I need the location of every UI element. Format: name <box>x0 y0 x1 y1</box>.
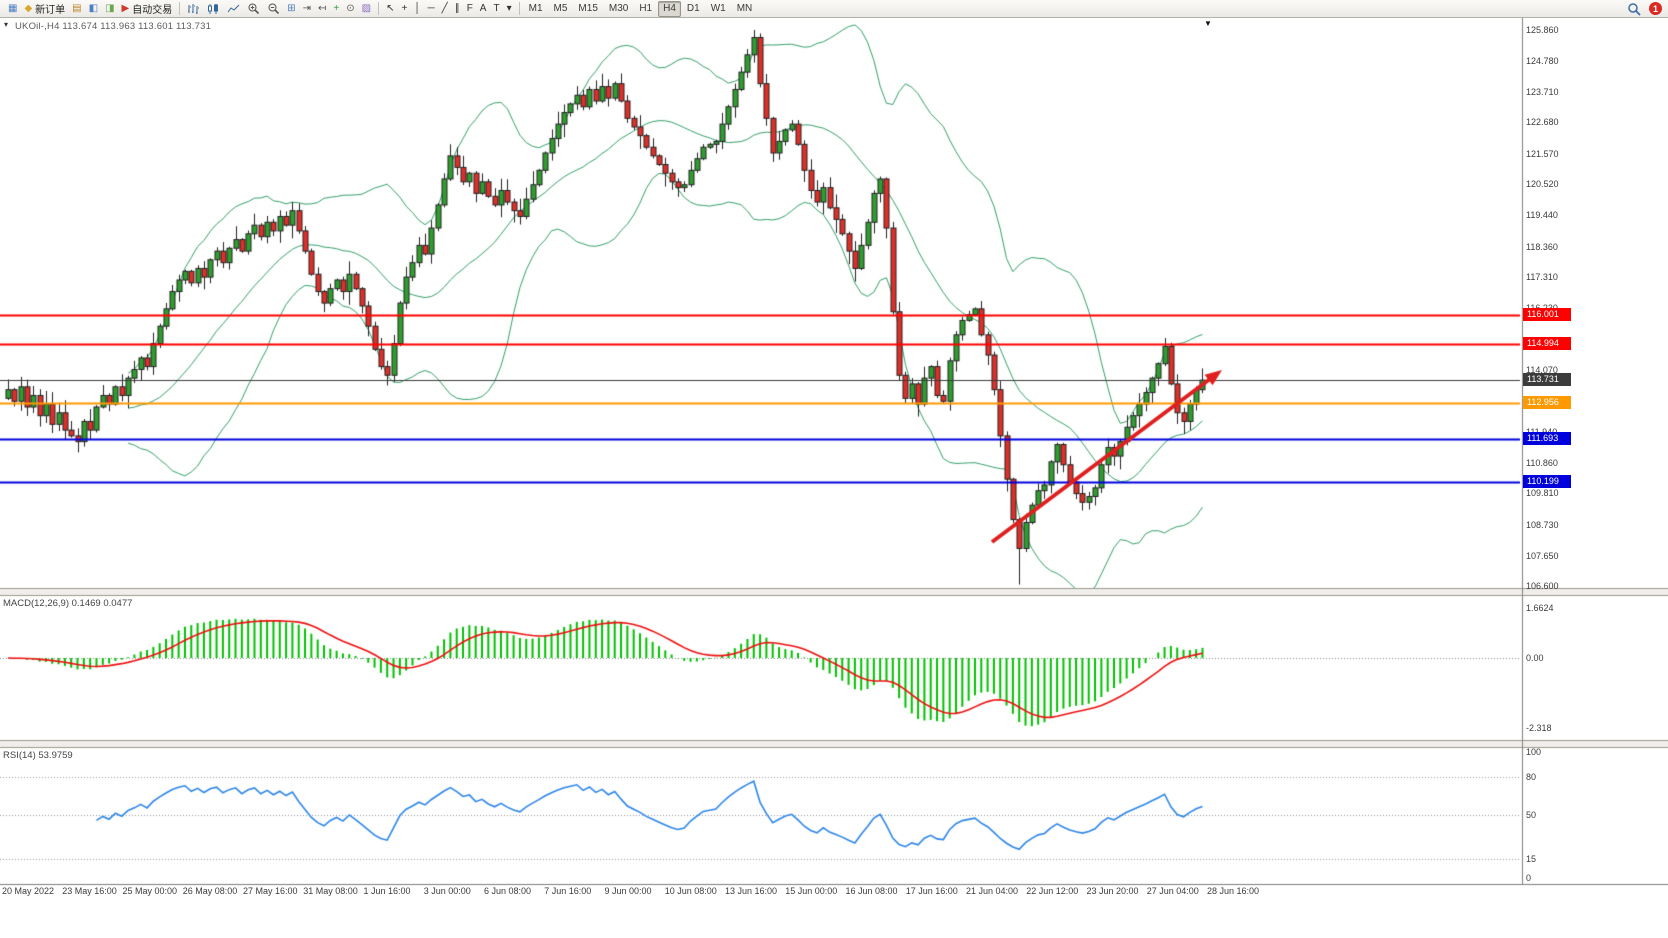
toolbar-group: ⊞ ⇥ ↤ + ⊙ ▨ <box>181 0 377 17</box>
zoom-in-button[interactable] <box>244 1 263 16</box>
line-chart-icon <box>227 3 240 15</box>
zoom-out-button[interactable] <box>264 1 283 16</box>
data-window-icon: ◧ <box>88 3 99 14</box>
tile-windows-button[interactable]: ⊞ <box>284 1 298 16</box>
autotrading-button[interactable]: ▶ 自动交易 <box>119 1 176 16</box>
toolbar-right: 1 <box>1624 1 1666 16</box>
chart-shift-icon: ↤ <box>318 3 327 14</box>
search-icon <box>1627 2 1641 16</box>
candlestick-chart-icon <box>207 3 220 15</box>
equidistant-channel-button[interactable]: ∥ <box>452 1 463 16</box>
notification-badge[interactable]: 1 <box>1649 2 1662 15</box>
crosshair-icon: + <box>401 3 408 14</box>
toolbar-separator <box>378 2 380 15</box>
new-order-label: 新订单 <box>35 5 66 16</box>
zoom-in-icon <box>247 2 260 15</box>
toolbar-separator <box>179 2 181 15</box>
timeframe-m15-button[interactable]: M15 <box>578 2 598 14</box>
indicators-list-icon: + <box>333 3 340 14</box>
timeframe-d1-button[interactable]: D1 <box>686 2 700 14</box>
periods-button[interactable]: ⊙ <box>343 1 357 16</box>
text-icon: A <box>479 3 487 14</box>
new-order-icon: ◆ <box>24 3 33 14</box>
autotrading-icon: ▶ <box>121 3 130 14</box>
auto-scroll-button[interactable]: ⇥ <box>300 1 314 16</box>
arrows-dropdown-icon: ▾ <box>506 3 512 14</box>
cursor-icon: ↖ <box>386 3 395 14</box>
timeframe-m30-button[interactable]: M30 <box>608 2 629 14</box>
market-watch-button[interactable]: ▤ <box>69 1 84 16</box>
arrows-dropdown-button[interactable]: ▾ <box>504 1 515 16</box>
main-toolbar: ▦ ◆ 新订单 ▤ ◧ ◨ ▶ 自动交易 ⊞ ⇥ ↤ + ⊙ ▨ ↖ + │ ─ ╱ ∥ F A T ▾ M1 M5 M15 M30 H… <box>0 0 1668 18</box>
crosshair-button[interactable]: + <box>398 1 410 16</box>
trendline-icon: ╱ <box>441 3 448 14</box>
fibonacci-retracement-icon: F <box>466 3 473 14</box>
timeframe-h1-button[interactable]: H1 <box>639 2 653 14</box>
chart-shift-button[interactable]: ↤ <box>315 1 329 16</box>
timeframe-mn-button[interactable]: MN <box>736 2 753 14</box>
timeframe-m5-button[interactable]: M5 <box>553 2 568 14</box>
toolbar-group: ▦ ◆ 新订单 ▤ ◧ ◨ ▶ 自动交易 <box>2 0 178 17</box>
vertical-line-button[interactable]: │ <box>411 1 423 16</box>
toolbar-groups: ▦ ◆ 新订单 ▤ ◧ ◨ ▶ 自动交易 ⊞ ⇥ ↤ + ⊙ ▨ ↖ + │ ─ ╱ ∥ F A T ▾ M1 M5 M15 M30 H… <box>2 0 760 17</box>
new-order-button[interactable]: ◆ 新订单 <box>21 1 68 16</box>
bar-chart-icon <box>187 3 200 15</box>
vertical-line-icon: │ <box>414 3 421 14</box>
market-watch-icon: ▤ <box>72 3 82 14</box>
timeframe-m1-button[interactable]: M1 <box>528 2 543 14</box>
data-window-button[interactable]: ◧ <box>86 1 101 16</box>
candlestick-chart-button[interactable] <box>204 1 223 16</box>
auto-scroll-icon: ⇥ <box>302 3 311 14</box>
periods-icon: ⊙ <box>346 3 355 14</box>
timeframe-h4-button[interactable]: H4 <box>658 0 681 17</box>
timeframe-group: M1 M5 M15 M30 H1 H4 D1 W1 MN <box>521 0 761 17</box>
fibonacci-retracement-button[interactable]: F <box>464 1 476 16</box>
horizontal-line-icon: ─ <box>427 3 435 14</box>
templates-icon: ▨ <box>361 3 372 14</box>
timeframe-w1-button[interactable]: W1 <box>710 2 726 14</box>
indicators-list-button[interactable]: + <box>330 1 342 16</box>
text-label-icon: T <box>493 3 500 14</box>
navigator-icon: ◨ <box>105 3 115 14</box>
text-button[interactable]: A <box>477 1 490 16</box>
charts-window-button[interactable]: ▦ <box>5 1 20 16</box>
toolbar-separator <box>518 2 520 15</box>
line-chart-button[interactable] <box>224 1 243 16</box>
templates-button[interactable]: ▨ <box>359 1 374 16</box>
trendline-button[interactable]: ╱ <box>439 1 451 16</box>
autotrading-label: 自动交易 <box>132 5 173 16</box>
equidistant-channel-icon: ∥ <box>454 3 460 14</box>
search-button[interactable] <box>1624 1 1644 16</box>
text-label-button[interactable]: T <box>490 1 502 16</box>
zoom-out-icon <box>267 2 280 15</box>
charts-window-icon: ▦ <box>8 3 18 14</box>
tile-windows-icon: ⊞ <box>287 3 296 14</box>
navigator-button[interactable]: ◨ <box>102 1 117 16</box>
chart-canvas[interactable] <box>0 18 1668 938</box>
cursor-button[interactable]: ↖ <box>383 1 397 16</box>
horizontal-line-button[interactable]: ─ <box>425 1 438 16</box>
toolbar-group: ↖ + │ ─ ╱ ∥ F A T ▾ <box>380 0 518 17</box>
bar-chart-button[interactable] <box>184 1 203 16</box>
